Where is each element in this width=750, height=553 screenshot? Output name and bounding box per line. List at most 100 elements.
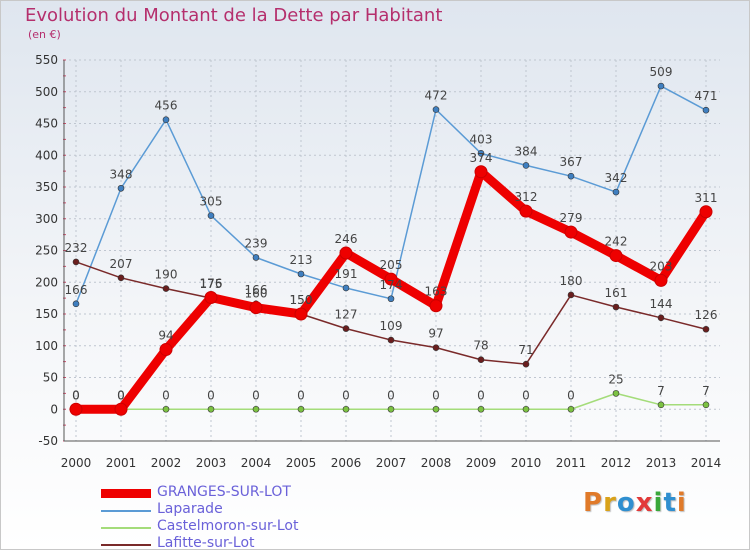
data-label: 0 bbox=[72, 388, 80, 402]
data-label: 374 bbox=[470, 151, 493, 165]
data-point bbox=[252, 254, 260, 261]
data-label: 0 bbox=[387, 388, 395, 402]
data-label: 348 bbox=[110, 167, 133, 181]
data-point bbox=[72, 300, 80, 308]
data-label: 163 bbox=[425, 285, 448, 299]
data-point bbox=[342, 405, 350, 413]
data-label: 232 bbox=[65, 241, 88, 255]
data-label: 0 bbox=[117, 388, 125, 402]
data-label: 342 bbox=[605, 171, 628, 185]
data-point bbox=[702, 401, 710, 409]
data-label: 471 bbox=[695, 89, 718, 103]
data-point bbox=[612, 303, 620, 311]
x-tick-label: 2011 bbox=[556, 456, 587, 470]
data-point bbox=[477, 356, 485, 364]
data-label: 305 bbox=[200, 195, 223, 209]
data-point bbox=[657, 401, 665, 409]
data-label: 246 bbox=[335, 232, 358, 246]
y-tick-label: 550 bbox=[35, 53, 58, 67]
x-tick-label: 2001 bbox=[106, 456, 137, 470]
data-label: 166 bbox=[245, 283, 268, 297]
legend-swatch bbox=[101, 544, 151, 546]
data-point bbox=[702, 325, 710, 333]
y-tick-label: 200 bbox=[35, 275, 58, 289]
y-tick-label: 150 bbox=[35, 307, 58, 321]
data-label: 0 bbox=[522, 388, 530, 402]
data-point bbox=[429, 299, 443, 313]
data-point bbox=[522, 360, 530, 368]
proxiti-logo: Proxiti bbox=[583, 488, 687, 518]
data-label: 190 bbox=[155, 268, 178, 282]
data-label: 144 bbox=[650, 297, 673, 311]
data-point bbox=[384, 272, 398, 286]
data-point bbox=[432, 344, 440, 351]
x-tick-label: 2007 bbox=[376, 456, 407, 470]
data-point bbox=[162, 116, 170, 123]
data-label: 0 bbox=[252, 388, 260, 402]
data-label: 166 bbox=[65, 283, 88, 297]
data-label: 239 bbox=[245, 236, 268, 250]
data-label: 456 bbox=[155, 99, 178, 113]
data-label: 150 bbox=[290, 293, 313, 307]
data-point bbox=[567, 405, 575, 413]
data-point bbox=[117, 184, 125, 192]
data-point bbox=[567, 291, 575, 299]
x-tick-label: 2004 bbox=[241, 456, 272, 470]
x-tick-label: 2006 bbox=[331, 456, 362, 470]
data-label: 160 bbox=[245, 287, 268, 301]
data-label: 384 bbox=[515, 144, 538, 158]
data-point bbox=[474, 165, 488, 179]
data-label: 0 bbox=[432, 388, 440, 402]
data-point bbox=[564, 225, 578, 239]
data-label: 472 bbox=[425, 89, 448, 103]
data-label: 150 bbox=[290, 293, 313, 307]
x-tick-label: 2009 bbox=[466, 456, 497, 470]
data-label: 78 bbox=[473, 339, 488, 353]
data-point bbox=[294, 307, 308, 321]
data-point bbox=[252, 405, 260, 413]
legend-label: Lafitte-sur-Lot bbox=[157, 535, 255, 551]
x-tick-label: 2013 bbox=[646, 456, 677, 470]
data-point bbox=[432, 106, 440, 113]
data-point bbox=[522, 162, 530, 169]
y-tick-label: 350 bbox=[35, 180, 58, 194]
legend-label: Castelmoron-sur-Lot bbox=[157, 518, 299, 534]
data-point bbox=[657, 82, 665, 90]
data-point bbox=[162, 405, 170, 413]
data-point bbox=[162, 285, 170, 292]
y-tick-label: 400 bbox=[35, 148, 58, 162]
data-label: 71 bbox=[518, 343, 533, 357]
data-point bbox=[699, 205, 713, 219]
legend-label: GRANGES-SUR-LOT bbox=[157, 484, 291, 500]
data-point bbox=[567, 172, 575, 180]
data-label: 311 bbox=[695, 191, 718, 205]
data-label: 0 bbox=[117, 388, 125, 402]
data-label: 0 bbox=[567, 388, 575, 402]
data-label: 175 bbox=[200, 277, 223, 291]
data-point bbox=[114, 402, 128, 416]
x-tick-label: 2000 bbox=[61, 456, 92, 470]
data-label: 25 bbox=[608, 372, 623, 386]
data-label: 203 bbox=[650, 259, 673, 273]
data-point bbox=[522, 405, 530, 413]
data-point bbox=[657, 314, 665, 322]
x-tick-label: 2014 bbox=[691, 456, 722, 470]
data-point bbox=[339, 246, 353, 260]
data-point bbox=[702, 106, 710, 114]
x-tick-label: 2003 bbox=[196, 456, 227, 470]
data-point bbox=[72, 258, 80, 266]
data-label: 279 bbox=[560, 211, 583, 225]
data-point bbox=[477, 150, 485, 157]
data-label: 367 bbox=[560, 155, 583, 169]
data-label: 127 bbox=[335, 308, 358, 322]
data-point bbox=[207, 405, 215, 413]
data-point bbox=[387, 295, 395, 303]
data-label: 7 bbox=[657, 384, 665, 398]
legend-swatch bbox=[101, 527, 151, 529]
data-label: 205 bbox=[380, 258, 403, 272]
data-label: 242 bbox=[605, 235, 628, 249]
data-label: 174 bbox=[380, 278, 403, 292]
data-point bbox=[117, 274, 125, 282]
y-tick-label: 50 bbox=[43, 371, 58, 385]
